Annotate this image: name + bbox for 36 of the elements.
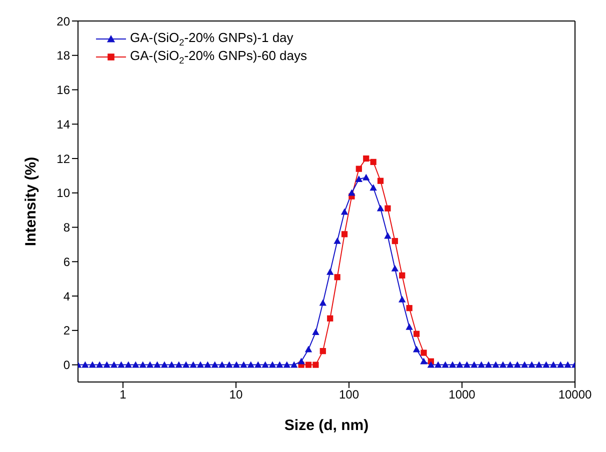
point bbox=[320, 348, 326, 354]
x-tick-label: 10 bbox=[229, 388, 243, 402]
x-tick-label: 10000 bbox=[558, 388, 592, 402]
point bbox=[370, 158, 376, 166]
x-tick-label: 1 bbox=[120, 388, 127, 402]
point bbox=[413, 330, 420, 337]
point bbox=[406, 305, 412, 312]
point bbox=[392, 238, 398, 244]
legend-label: GA-(SiO$_{2}$-20% GNPs)-60 days bbox=[130, 48, 308, 66]
y-tick-label: 4 bbox=[63, 289, 70, 304]
point bbox=[305, 362, 312, 368]
y-tick-label: 10 bbox=[56, 186, 70, 200]
y-tick-label: 8 bbox=[63, 220, 70, 235]
point bbox=[312, 362, 319, 368]
point bbox=[420, 350, 427, 356]
point bbox=[356, 166, 362, 172]
y-tick-label: 12 bbox=[56, 152, 70, 166]
point bbox=[384, 205, 391, 212]
point bbox=[399, 272, 406, 278]
point bbox=[334, 274, 340, 280]
y-tick-label: 0 bbox=[63, 358, 70, 372]
y-tick-label: 2 bbox=[63, 324, 70, 338]
point bbox=[377, 178, 384, 184]
y-axis-title: Intensity (%) bbox=[22, 156, 40, 246]
point bbox=[363, 155, 370, 162]
y-tick-label: 14 bbox=[56, 117, 70, 132]
y-tick-label: 6 bbox=[63, 254, 70, 269]
y-tick-label: 18 bbox=[56, 48, 70, 63]
x-axis-title: Size (d, nm) bbox=[284, 417, 369, 434]
y-tick-label: 20 bbox=[56, 14, 70, 28]
x-tick-label: 100 bbox=[338, 388, 360, 402]
x-tick-label: 1000 bbox=[448, 388, 476, 402]
y-tick-label: 16 bbox=[56, 83, 70, 98]
point bbox=[341, 231, 348, 238]
point bbox=[327, 315, 334, 322]
legend-label: GA-(SiO$_{2}$-20% GNPs)-1 day bbox=[130, 30, 294, 48]
